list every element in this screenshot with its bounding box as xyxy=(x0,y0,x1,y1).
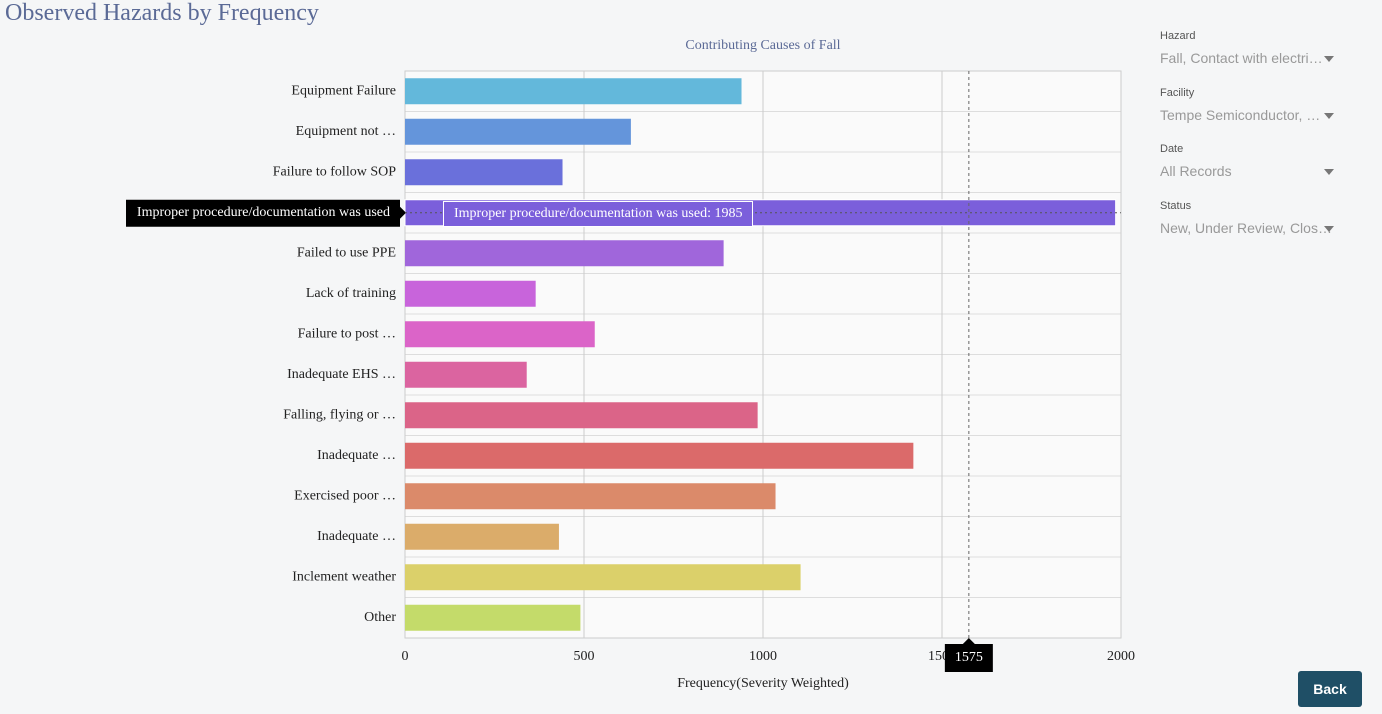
bar xyxy=(405,78,742,105)
y-tick-label: Inadequate EHS … xyxy=(287,367,396,382)
y-tick-label: Failed to use PPE xyxy=(297,245,396,260)
bar xyxy=(405,240,724,267)
y-tick-label: Failure to follow SOP xyxy=(273,164,396,179)
bar xyxy=(405,402,758,429)
bar xyxy=(405,159,563,186)
x-tick-label: 500 xyxy=(574,649,595,664)
bar xyxy=(405,483,776,510)
y-tick-label: Falling, flying or … xyxy=(283,407,396,422)
tooltip-category: Improper procedure/documentation was use… xyxy=(454,206,708,221)
crosshair-box xyxy=(944,644,993,672)
filter[interactable]: Date All Records xyxy=(1160,143,1336,179)
filter-label: Date xyxy=(1160,143,1184,155)
back-button[interactable]: Back xyxy=(1298,671,1362,707)
filter-label: Hazard xyxy=(1160,30,1196,42)
tooltip: Improper procedure/documentation was use… xyxy=(443,201,754,227)
filter[interactable]: Hazard Fall, Contact with electri… xyxy=(1160,30,1336,66)
bar xyxy=(405,321,595,348)
bar xyxy=(405,523,559,550)
y-tick-label: Inclement weather xyxy=(292,569,396,584)
filter-value[interactable]: Tempe Semiconductor, … xyxy=(1160,107,1336,123)
y-tick-label: Improper procedure/documentation was use… xyxy=(137,205,390,220)
bar xyxy=(405,280,536,307)
y-tick-label: Inadequate … xyxy=(317,529,396,544)
filter-label: Facility xyxy=(1160,86,1195,99)
filter[interactable]: Status New, Under Review, Clos… xyxy=(1160,200,1336,236)
bar xyxy=(405,442,914,469)
filter-value[interactable]: All Records xyxy=(1160,163,1336,179)
y-tick-label: Failure to post … xyxy=(298,326,396,341)
page-title: Observed Hazards by Frequency xyxy=(5,0,319,26)
highlight-pointer xyxy=(400,206,406,219)
tooltip-value: 1985 xyxy=(714,206,743,221)
filter-label: Status xyxy=(1160,199,1192,212)
y-tick-label: Inadequate … xyxy=(317,448,396,463)
bar xyxy=(405,118,631,145)
x-tick-label: 0 xyxy=(402,649,409,664)
bar xyxy=(405,361,527,388)
bar xyxy=(405,564,801,591)
chart-subtitle: Contributing Causes of Fall xyxy=(685,38,840,53)
crosshair-label: 1575 xyxy=(955,650,983,665)
y-tick-label: Other xyxy=(364,610,396,625)
y-tick-label: Equipment Failure xyxy=(291,83,396,98)
filter[interactable]: Facility Tempe Semiconductor, … xyxy=(1160,87,1336,123)
y-tick-label: Exercised poor … xyxy=(294,488,396,503)
filter-value[interactable]: Fall, Contact with electri… xyxy=(1160,50,1336,66)
category-highlight xyxy=(126,199,400,227)
x-tick-label: 1000 xyxy=(749,649,777,664)
filter-value[interactable]: New, Under Review, Clos… xyxy=(1160,220,1336,236)
crosshair-pointer xyxy=(962,638,975,644)
x-tick-label: 2000 xyxy=(1107,649,1135,664)
bar xyxy=(405,604,581,631)
y-tick-label: Equipment not … xyxy=(296,124,396,139)
x-axis-label: Frequency(Severity Weighted) xyxy=(677,676,849,691)
y-tick-label: Lack of training xyxy=(306,286,396,301)
